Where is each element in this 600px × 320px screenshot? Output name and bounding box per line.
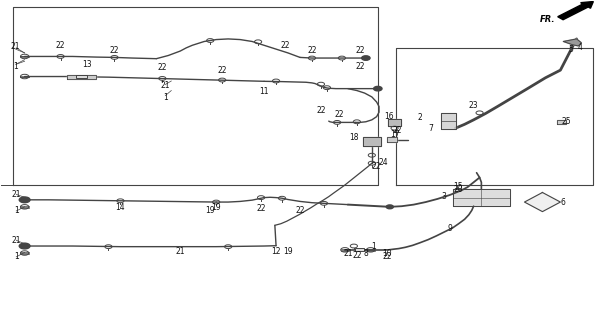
Circle shape (19, 197, 30, 203)
Text: 7: 7 (428, 124, 433, 132)
Text: 21: 21 (176, 247, 185, 256)
Circle shape (362, 56, 370, 60)
Text: 22: 22 (307, 45, 317, 55)
Text: 1: 1 (371, 242, 376, 251)
Text: 19: 19 (283, 247, 293, 256)
Text: 21: 21 (343, 249, 353, 258)
Polygon shape (452, 189, 509, 206)
Text: 8: 8 (364, 249, 368, 258)
Text: 10: 10 (383, 249, 392, 258)
Text: 19: 19 (211, 203, 221, 212)
Text: 1: 1 (14, 252, 19, 261)
Text: 16: 16 (384, 112, 394, 121)
FancyArrow shape (558, 2, 593, 20)
Circle shape (19, 243, 30, 249)
Text: 22: 22 (372, 162, 382, 171)
Polygon shape (557, 120, 566, 124)
Text: 6: 6 (561, 197, 566, 206)
Text: 21: 21 (161, 81, 170, 90)
Text: 1: 1 (163, 93, 167, 102)
Polygon shape (524, 193, 560, 212)
Text: 25: 25 (562, 117, 571, 126)
Text: 18: 18 (349, 132, 359, 141)
Text: 2: 2 (418, 113, 422, 122)
Text: 20: 20 (453, 185, 463, 194)
Polygon shape (440, 113, 455, 129)
Bar (76, 75, 87, 78)
Text: 15: 15 (453, 182, 463, 191)
Text: 11: 11 (259, 87, 269, 96)
Text: 22: 22 (256, 204, 266, 213)
Circle shape (374, 86, 382, 91)
Polygon shape (388, 119, 401, 125)
Text: 1: 1 (14, 206, 19, 215)
Text: 22: 22 (280, 41, 290, 50)
Polygon shape (388, 137, 397, 142)
Text: 17: 17 (390, 130, 400, 139)
Text: 22: 22 (56, 41, 65, 51)
Text: 24: 24 (379, 158, 389, 167)
Text: 3: 3 (441, 192, 446, 201)
Bar (355, 248, 364, 252)
Circle shape (386, 205, 394, 209)
Text: 9: 9 (447, 224, 452, 233)
Text: 22: 22 (158, 63, 167, 72)
Text: 22: 22 (217, 66, 227, 75)
Text: 12: 12 (271, 247, 281, 256)
Polygon shape (563, 39, 581, 46)
Text: 22: 22 (110, 46, 119, 55)
Text: 22: 22 (353, 251, 362, 260)
Text: 21: 21 (11, 189, 21, 199)
Text: 19: 19 (205, 206, 215, 215)
Text: 22: 22 (317, 106, 326, 115)
Polygon shape (363, 137, 381, 146)
Text: 22: 22 (392, 126, 402, 135)
Text: 13: 13 (83, 60, 92, 69)
Text: 22: 22 (355, 61, 365, 70)
Text: 22: 22 (334, 110, 344, 119)
Text: 14: 14 (116, 203, 125, 212)
Text: 21: 21 (11, 42, 20, 52)
Text: 23: 23 (469, 101, 478, 110)
Text: 1: 1 (13, 62, 18, 71)
Text: 22: 22 (383, 252, 392, 261)
Text: FR.: FR. (539, 15, 555, 24)
Text: 22: 22 (295, 206, 305, 215)
Text: 5: 5 (568, 44, 573, 54)
Text: 4: 4 (578, 43, 583, 52)
Polygon shape (67, 75, 97, 79)
Text: 21: 21 (11, 236, 21, 245)
Text: 22: 22 (355, 45, 365, 55)
